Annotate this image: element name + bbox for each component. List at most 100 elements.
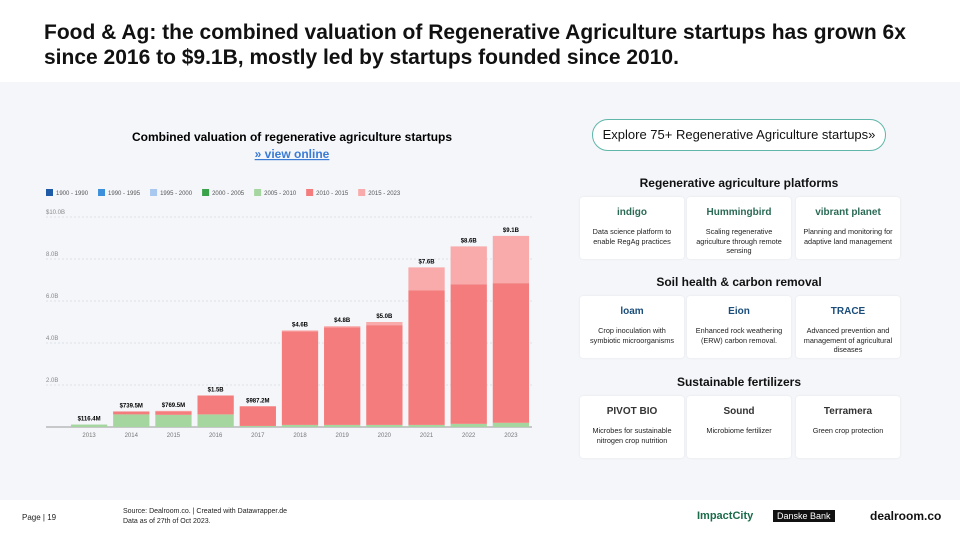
bar-segment [239, 406, 276, 426]
x-tick-label: 2016 [209, 433, 223, 439]
bar-segment [450, 284, 487, 424]
view-online-link[interactable]: » view online [255, 147, 330, 161]
date: Data as of 27th of Oct 2023. [123, 518, 211, 525]
legend-swatch [150, 189, 158, 196]
explore-button[interactable]: Explore 75+ Regenerative Agriculture sta… [592, 119, 886, 151]
startup-logo: Sound [723, 406, 755, 417]
startup-logo: PIVOT BIO [606, 406, 658, 417]
startup-card: Sound Microbiome fertilizer [687, 396, 791, 458]
x-tick-label: 2023 [504, 433, 518, 439]
y-tick-label: 6.0B [46, 294, 58, 300]
y-tick-label: 4.0B [46, 336, 58, 342]
bar-segment [197, 395, 234, 415]
total-label: $4.6B [292, 322, 309, 328]
section-title: Soil health & carbon removal [656, 275, 822, 289]
legend-swatch [202, 189, 210, 196]
legend-swatch [98, 189, 106, 196]
y-tick-label: $10.0B [46, 210, 65, 216]
legend-label: 1990 - 1995 [108, 191, 141, 197]
startup-description: Scaling regenerative agriculture through… [696, 227, 782, 255]
bar-segment [281, 424, 319, 427]
startup-logo: loam [620, 306, 644, 317]
bar-segment [492, 283, 530, 423]
bar-segment [197, 414, 234, 427]
bar-segment [281, 330, 319, 332]
startup-description: Advanced prevention and management of ag… [803, 326, 893, 354]
section-title: Sustainable fertilizers [676, 375, 802, 389]
startup-logo: indigo [617, 207, 647, 218]
chart: Combined valuation of regenerative agric… [46, 130, 532, 439]
total-label: $739.5M [120, 403, 143, 409]
bar-segment [366, 322, 403, 326]
total-label: $9.1B [503, 228, 520, 234]
startup-logo: vibrant planet [815, 207, 881, 218]
startup-logo: Eion [728, 306, 750, 317]
startup-description: Microbes for sustainable nitrogen crop n… [592, 426, 672, 445]
startup-description: Data science platform to enable RegAg pr… [592, 227, 672, 246]
x-tick-label: 2017 [251, 433, 265, 439]
slide-title: Food & Ag: the combined valuation of Reg… [44, 21, 906, 69]
startup-card: Terramera Green crop protection [796, 396, 900, 458]
startup-card: TRACE Advanced prevention and management … [796, 296, 900, 358]
x-tick-label: 2013 [82, 433, 96, 439]
startup-description: Green crop protection [812, 426, 884, 435]
total-label: $769.5M [162, 403, 185, 409]
total-label: $116.4M [78, 417, 101, 423]
startup-card: Eion Enhanced rock weathering (ERW) carbo… [687, 296, 791, 358]
bar-segment [281, 331, 319, 425]
startup-card: indigo Data science platform to enable Re… [580, 197, 684, 259]
x-tick-label: 2021 [420, 433, 434, 439]
startup-card: Hummingbird Scaling regenerative agricult… [687, 197, 791, 259]
bar-segment [408, 290, 445, 425]
bar-segment [324, 327, 361, 425]
bar-segment [450, 246, 487, 285]
legend-label: 1995 - 2000 [160, 191, 193, 197]
legend-label: 2015 - 2023 [368, 191, 401, 197]
legend-swatch [46, 189, 53, 196]
total-label: $1.5B [208, 388, 225, 394]
bar-segment [155, 411, 192, 415]
legend-label: 2005 - 2010 [264, 191, 297, 197]
source: Source: Dealroom.co. | Created with Data… [123, 508, 288, 515]
startup-description: Enhanced rock weathering (ERW) carbon re… [695, 326, 783, 345]
legend-label: 1900 - 1990 [56, 191, 89, 197]
y-tick-label: 8.0B [46, 252, 58, 258]
total-label: $5.0B [376, 314, 393, 320]
total-label: $4.8B [334, 318, 351, 324]
bar-segment [70, 424, 108, 427]
bar-segment [324, 424, 361, 427]
x-tick-label: 2019 [336, 433, 350, 439]
startup-description: Planning and monitoring for adaptive lan… [803, 227, 893, 246]
section-title: Regenerative agriculture platforms [639, 176, 839, 190]
logo: dealroom.co [870, 509, 942, 523]
startup-description: Microbiome fertilizer [706, 426, 772, 435]
y-tick-label: 2.0B [46, 378, 58, 384]
startup-logo: TRACE [830, 306, 866, 317]
total-label: $7.6B [419, 259, 436, 265]
startup-card: loam Crop inoculation with symbiotic micr… [580, 296, 684, 358]
bar-segment [408, 267, 445, 291]
bar-segment [492, 422, 530, 427]
startup-description: Crop inoculation with symbiotic microorg… [590, 326, 674, 345]
total-label: $8.6B [461, 238, 478, 244]
legend-label: 2010 - 2015 [316, 191, 349, 197]
bar-segment [408, 424, 445, 427]
chart-title: Combined valuation of regenerative agric… [132, 130, 452, 144]
total-label: $987.2M [246, 398, 269, 404]
legend-swatch [306, 189, 314, 196]
startup-logo: Hummingbird [706, 207, 772, 218]
x-tick-label: 2018 [293, 433, 307, 439]
startup-card: PIVOT BIO Microbes for sustainable nitrog… [580, 396, 684, 458]
bar-segment [492, 235, 530, 284]
logo: ImpactCity [697, 510, 754, 522]
legend-swatch [254, 189, 262, 196]
startup-logo: Terramera [823, 406, 873, 417]
page-number: Page | 19 [22, 513, 57, 522]
x-tick-label: 2020 [378, 433, 392, 439]
bar-segment [113, 411, 150, 415]
x-tick-label: 2014 [125, 433, 139, 439]
bar-segment [366, 424, 403, 427]
bar-segment [324, 326, 361, 328]
x-tick-label: 2015 [167, 433, 181, 439]
